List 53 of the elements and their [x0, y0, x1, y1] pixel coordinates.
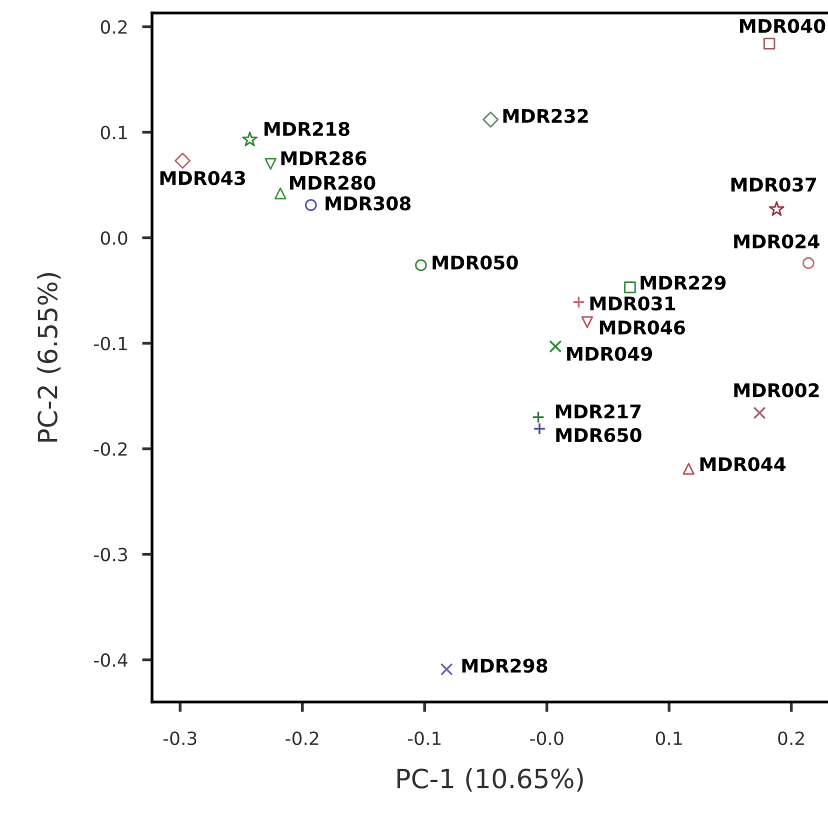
point [581, 316, 594, 328]
point [174, 152, 191, 169]
point [482, 112, 499, 128]
series-label: MDR217 [556, 404, 641, 418]
point [533, 422, 546, 436]
y-tick-label: 0.0 [100, 231, 128, 245]
series-label: MDR031 [590, 296, 676, 311]
x-tick-label: -0.2 [286, 732, 318, 746]
y-axis-title: PC-2 (6.55%) [37, 273, 61, 442]
series-label: MDR002 [734, 383, 819, 398]
series-label: MDR049 [567, 346, 652, 361]
y-tick-label: -0.2 [94, 442, 127, 456]
series-label: MDR286 [281, 151, 366, 166]
series-label: MDR232 [503, 108, 588, 124]
point [415, 259, 427, 272]
point [753, 406, 766, 420]
series-label: MDR298 [462, 658, 548, 673]
series-label: MDR046 [600, 320, 685, 335]
point [768, 201, 784, 216]
x-tick-label: -0.1 [408, 732, 441, 746]
point [264, 158, 277, 170]
series-label: MDR024 [734, 234, 820, 249]
y-tick-label: -0.3 [94, 548, 127, 562]
x-axis-title: PC-1 (10.65%) [397, 768, 583, 792]
series-label: MDR043 [160, 170, 245, 186]
x-tick-label: 0.1 [656, 732, 682, 746]
series-label: MDR037 [731, 178, 816, 192]
series-label: MDR308 [326, 196, 411, 210]
point [624, 281, 636, 294]
point [549, 340, 562, 353]
y-tick-label: -0.4 [94, 653, 128, 667]
series-label: MDR650 [556, 428, 642, 442]
x-tick-label: -0.0 [530, 732, 564, 746]
y-tick-label: -0.1 [94, 336, 127, 350]
y-tick-label: 0.2 [100, 20, 127, 34]
point [682, 462, 695, 475]
series-label: MDR050 [432, 255, 518, 270]
point [242, 132, 258, 146]
series-label: MDR280 [290, 176, 376, 190]
point [305, 199, 317, 211]
series-label: MDR218 [264, 122, 350, 136]
series-label: MDR229 [640, 276, 726, 290]
x-tick-label: 0.2 [778, 732, 804, 746]
y-tick-label: 0.1 [100, 126, 127, 140]
point [802, 257, 814, 269]
series-label: MDR040 [740, 18, 826, 34]
point [572, 296, 585, 308]
series-label: MDR044 [700, 457, 786, 472]
point [274, 188, 286, 200]
point [440, 663, 453, 676]
point [763, 38, 776, 50]
x-tick-label: -0.3 [163, 732, 196, 746]
point [532, 410, 545, 424]
